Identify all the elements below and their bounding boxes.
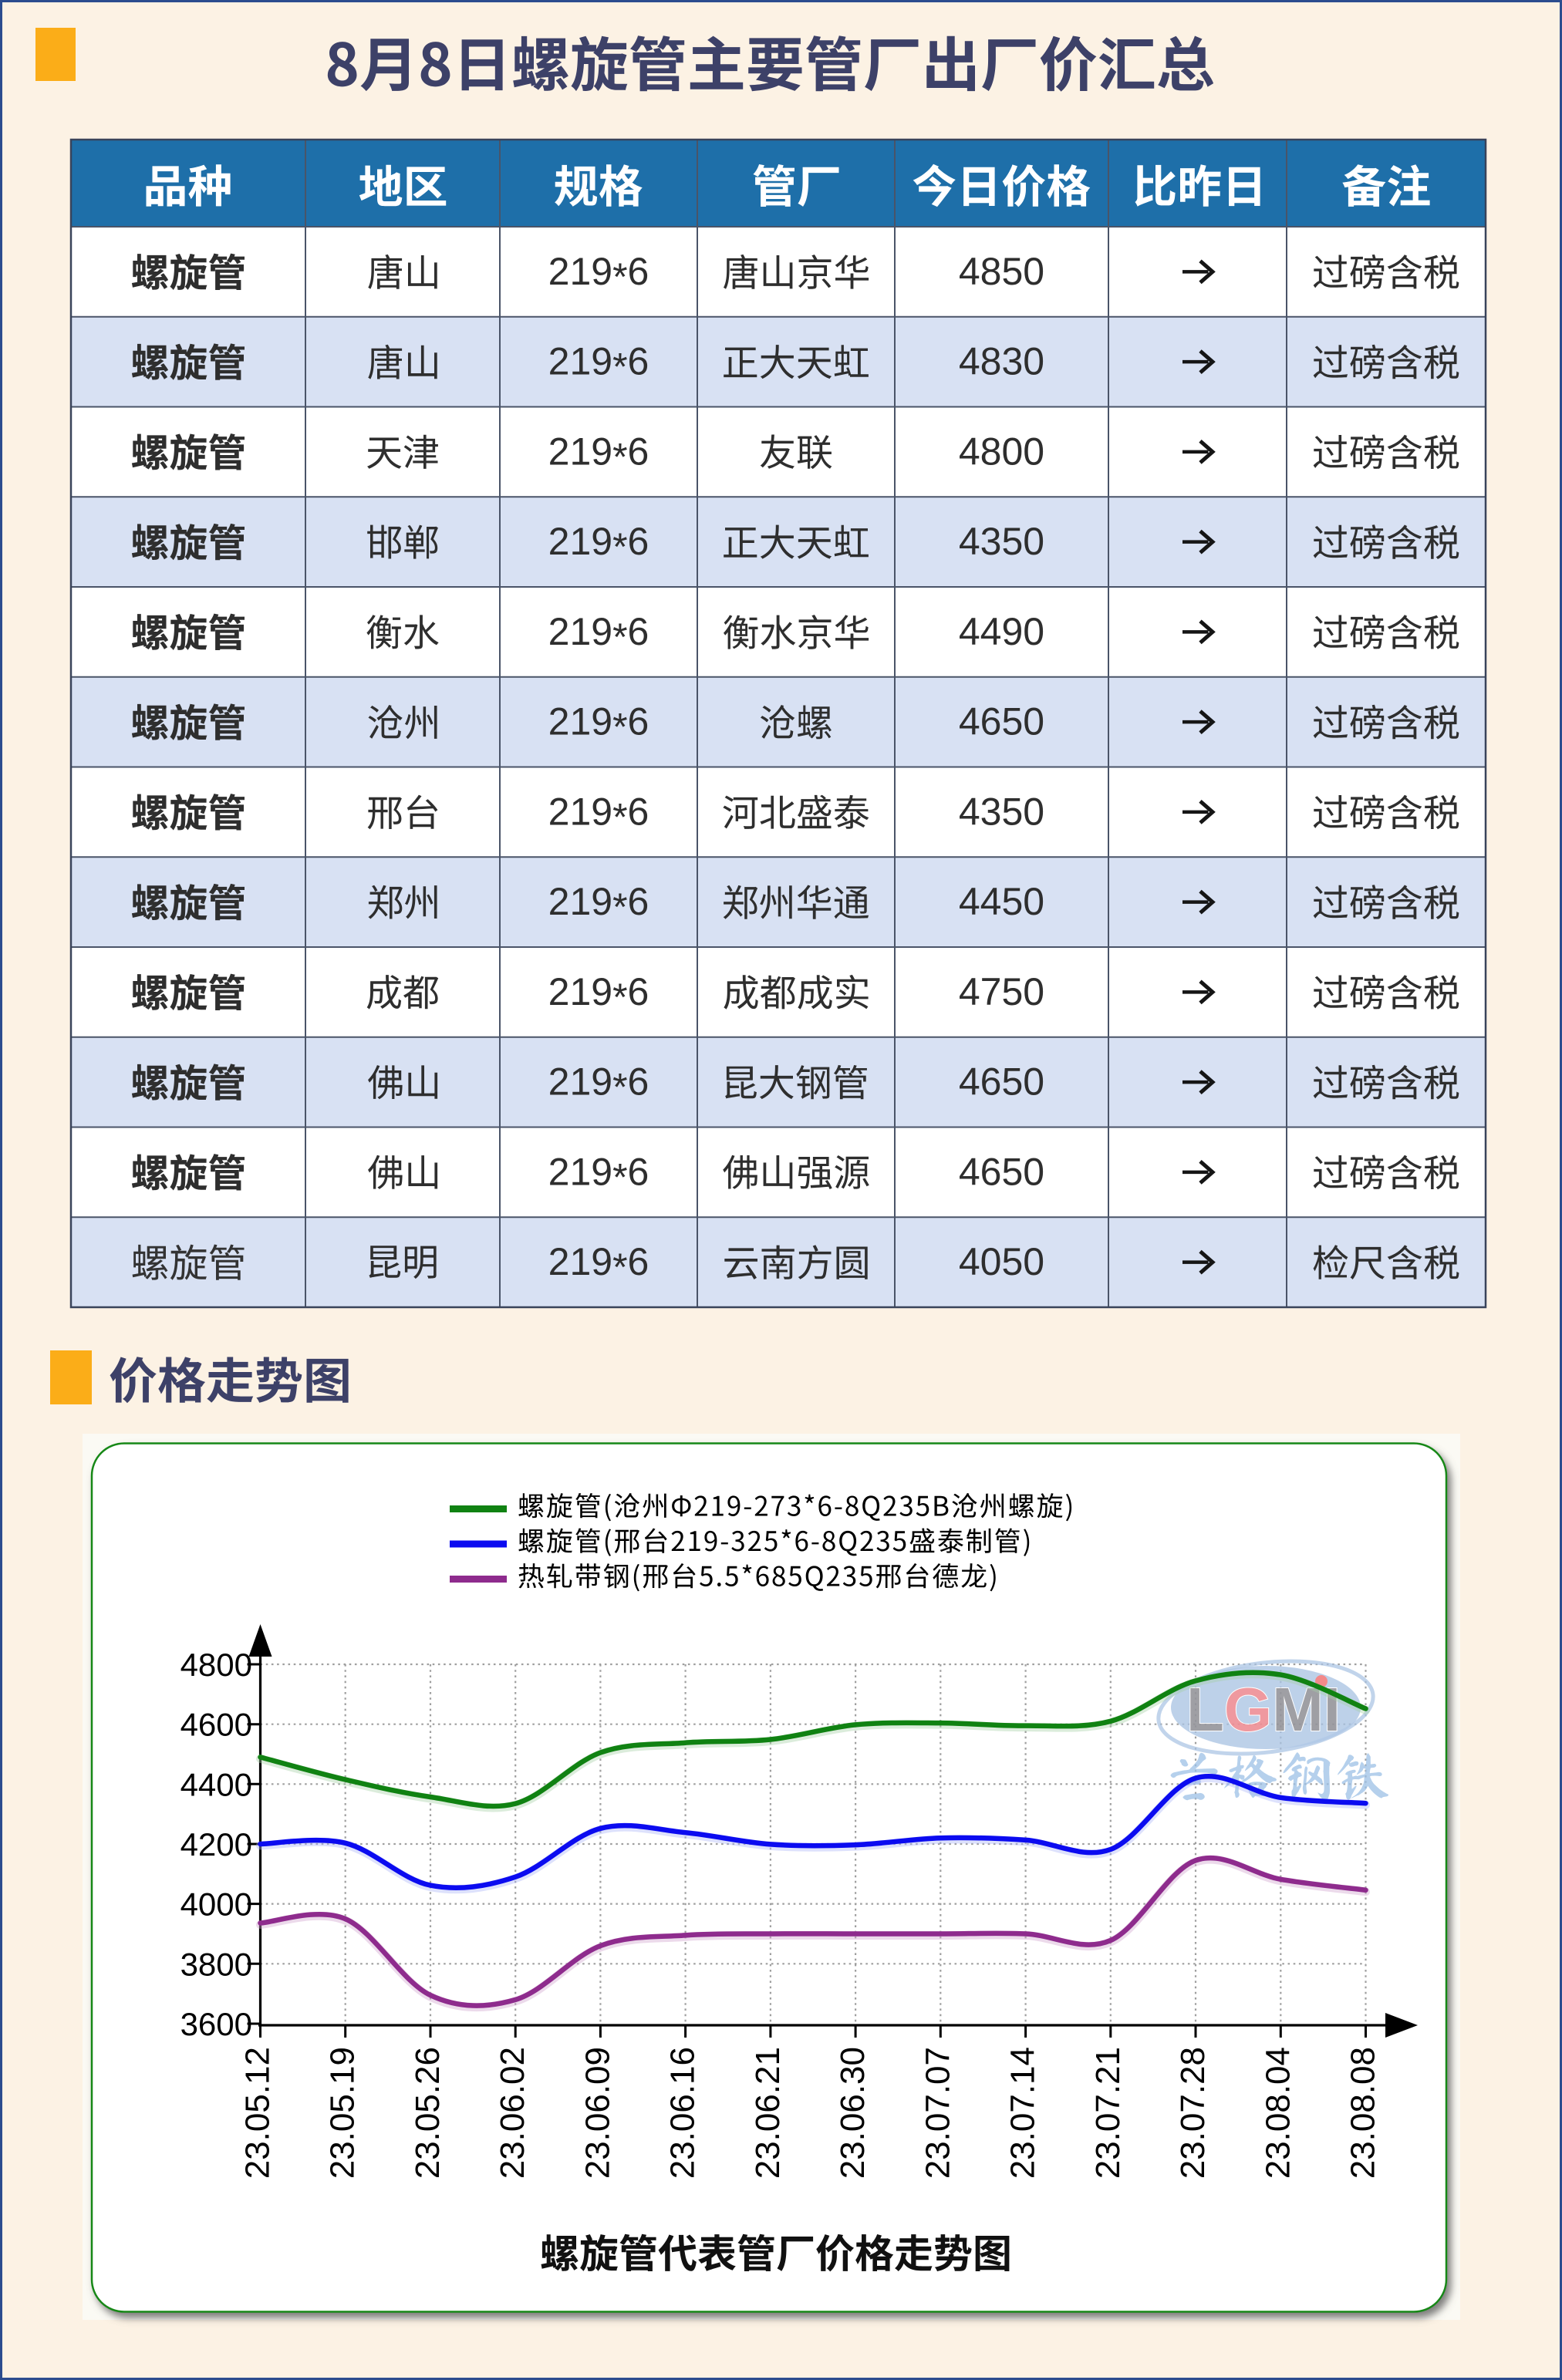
svg-text:23.05.19: 23.05.19	[324, 2047, 362, 2179]
svg-text:219*6: 219*6	[548, 970, 649, 1019]
svg-text:23.07.14: 23.07.14	[1004, 2047, 1042, 2179]
svg-text:23.08.04: 23.08.04	[1259, 2047, 1297, 2179]
svg-text:3800: 3800	[180, 1946, 252, 1982]
svg-text:4350: 4350	[959, 520, 1044, 563]
svg-text:23.07.07: 23.07.07	[919, 2047, 956, 2179]
svg-text:4490: 4490	[959, 610, 1044, 653]
svg-text:23.06.09: 23.06.09	[579, 2047, 616, 2179]
svg-text:LGMI: LGMI	[1186, 1675, 1341, 1744]
svg-text:4750: 4750	[959, 970, 1044, 1013]
svg-text:219*6: 219*6	[548, 700, 649, 749]
svg-text:23.06.21: 23.06.21	[749, 2047, 787, 2179]
svg-text:4000: 4000	[180, 1886, 252, 1923]
svg-text:23.05.12: 23.05.12	[239, 2047, 277, 2179]
svg-text:4400: 4400	[180, 1766, 252, 1802]
svg-text:23.07.28: 23.07.28	[1174, 2047, 1212, 2179]
svg-text:219*6: 219*6	[548, 430, 649, 478]
svg-text:219*6: 219*6	[548, 610, 649, 659]
svg-text:4350: 4350	[959, 790, 1044, 833]
svg-text:4650: 4650	[959, 1150, 1044, 1193]
svg-text:4650: 4650	[959, 1060, 1044, 1104]
svg-text:23.06.30: 23.06.30	[834, 2047, 872, 2179]
svg-text:23.08.08: 23.08.08	[1344, 2047, 1382, 2179]
svg-text:4050: 4050	[959, 1240, 1044, 1283]
svg-text:219*6: 219*6	[548, 790, 649, 838]
svg-text:23.07.21: 23.07.21	[1089, 2047, 1127, 2179]
svg-text:4800: 4800	[180, 1647, 252, 1683]
svg-text:4830: 4830	[959, 340, 1044, 383]
svg-text:23.06.16: 23.06.16	[664, 2047, 702, 2179]
svg-text:219*6: 219*6	[548, 1240, 649, 1289]
svg-text:4450: 4450	[959, 880, 1044, 923]
svg-text:219*6: 219*6	[548, 520, 649, 568]
svg-text:23.06.02: 23.06.02	[494, 2047, 531, 2179]
svg-text:4200: 4200	[180, 1826, 252, 1863]
svg-text:219*6: 219*6	[548, 1060, 649, 1109]
svg-text:3600: 3600	[180, 2006, 252, 2042]
svg-text:4800: 4800	[959, 430, 1044, 473]
svg-text:219*6: 219*6	[548, 250, 649, 298]
svg-text:4600: 4600	[180, 1707, 252, 1743]
svg-text:4850: 4850	[959, 250, 1044, 293]
svg-text:219*6: 219*6	[548, 880, 649, 929]
svg-text:4650: 4650	[959, 700, 1044, 743]
svg-text:219*6: 219*6	[548, 340, 649, 389]
svg-text:219*6: 219*6	[548, 1150, 649, 1198]
svg-text:23.05.26: 23.05.26	[409, 2047, 447, 2179]
